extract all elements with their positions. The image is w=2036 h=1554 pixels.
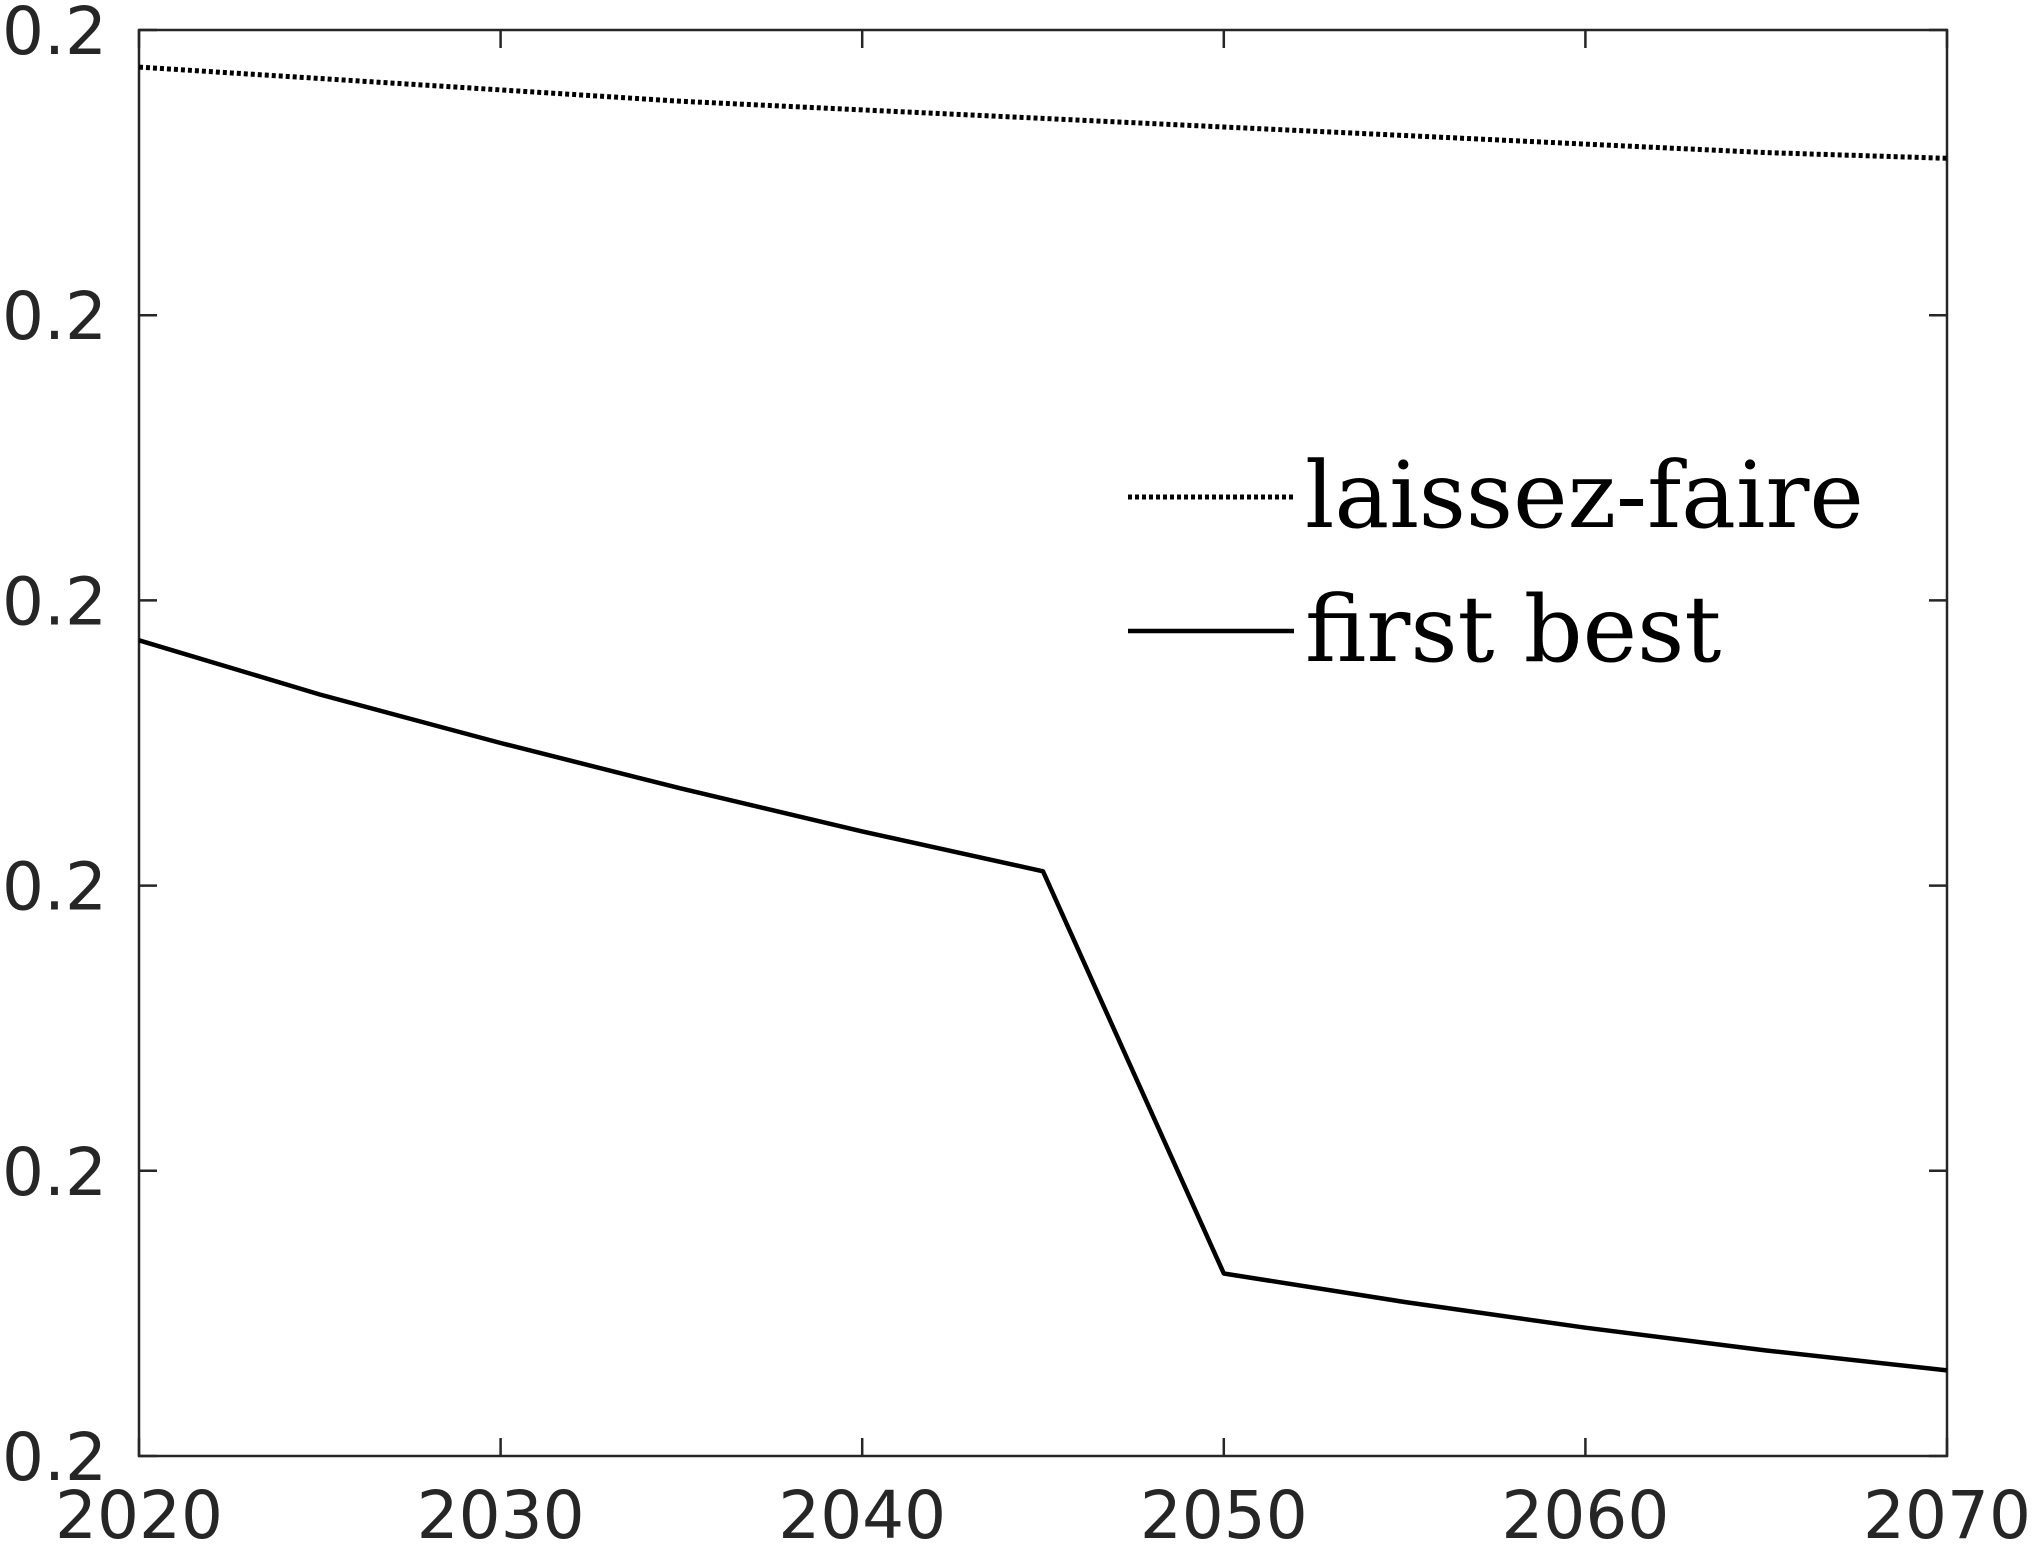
y-tick-label: 0.2 bbox=[2, 0, 107, 70]
legend-label: first best bbox=[1305, 576, 1721, 683]
legend-label: laissez-faire bbox=[1305, 442, 1864, 549]
series-line-laissez-faire bbox=[138, 64, 1948, 161]
plot-frame bbox=[137, 28, 1949, 1458]
y-tick-label: 0.2 bbox=[2, 563, 107, 640]
x-tick-label: 2040 bbox=[778, 1477, 946, 1554]
y-tick-label: 0.2 bbox=[2, 849, 107, 926]
x-tick-label: 2050 bbox=[1140, 1477, 1308, 1554]
y-tick-label: 0.2 bbox=[2, 278, 107, 355]
x-tick-label: 2030 bbox=[417, 1477, 585, 1554]
series-layer bbox=[138, 64, 1948, 1373]
x-tick-label: 2070 bbox=[1863, 1477, 2031, 1554]
x-tick-label: 2060 bbox=[1501, 1477, 1669, 1554]
series-line-first-best bbox=[138, 638, 1948, 1373]
y-tick-label: 0.2 bbox=[2, 1419, 107, 1496]
x-tick-label: 2020 bbox=[55, 1477, 223, 1554]
y-tick-label: 0.2 bbox=[2, 1134, 107, 1211]
legend: laissez-faire first best bbox=[1128, 442, 1864, 683]
